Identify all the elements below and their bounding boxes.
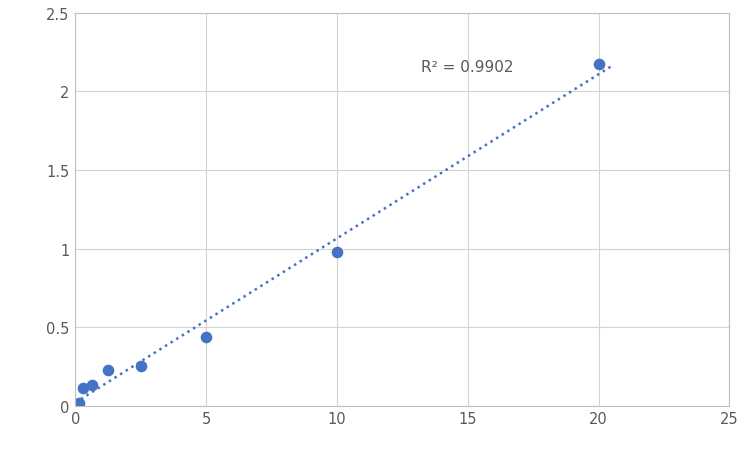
- Point: [86, 382, 98, 389]
- Text: R² = 0.9902: R² = 0.9902: [420, 60, 513, 74]
- Point: [135, 363, 147, 370]
- Point: [77, 385, 89, 392]
- Point: [69, 400, 81, 408]
- Point: [200, 333, 212, 341]
- Point: [593, 61, 605, 68]
- Point: [73, 399, 85, 406]
- Point: [331, 249, 343, 257]
- Point: [102, 366, 114, 373]
